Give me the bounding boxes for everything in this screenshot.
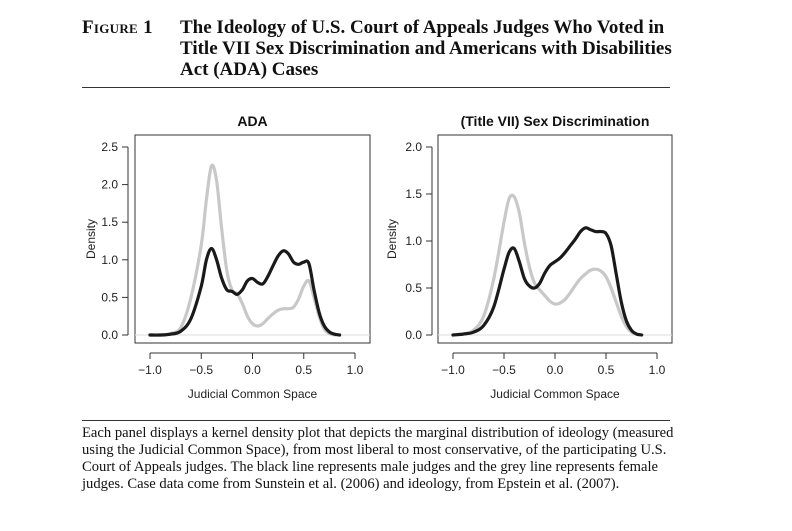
x-tick-label: 0.0 xyxy=(547,363,564,377)
y-axis-label: Density xyxy=(385,219,399,259)
plot-frame-1 xyxy=(134,134,371,344)
y-tick-label: 0.5 xyxy=(101,290,118,304)
male-density-line-2 xyxy=(451,226,644,337)
figure-title: The Ideology of U.S. Court of Appeals Ju… xyxy=(180,17,672,80)
x-tick-label: 1.0 xyxy=(649,363,666,377)
y-tick-label: 2.0 xyxy=(405,140,422,154)
y-tick-label: 1.5 xyxy=(101,215,118,229)
male-density-line-1 xyxy=(148,246,342,337)
plot-frame-2 xyxy=(437,134,673,344)
female-density-line-2 xyxy=(451,193,644,337)
y-tick-label: 1.0 xyxy=(101,253,118,267)
panel-title: (Title VII) Sex Discrimination xyxy=(461,113,650,129)
y-tick-label: 1.0 xyxy=(405,234,422,248)
x-tick-label: −0.5 xyxy=(492,363,516,377)
x-tick-label: −0.5 xyxy=(189,363,213,377)
x-tick-label: 0.0 xyxy=(244,363,261,377)
y-tick-label: 2.0 xyxy=(101,178,118,192)
figure-caption: Each panel displays a kernel density plo… xyxy=(82,425,674,492)
title-rule xyxy=(82,87,670,88)
x-tick-label: 0.5 xyxy=(295,363,312,377)
caption-rule xyxy=(82,420,670,421)
y-axis-label: Density xyxy=(84,219,98,259)
female-density-line-1 xyxy=(148,163,337,337)
x-tick-label: −1.0 xyxy=(138,363,162,377)
x-tick-label: −1.0 xyxy=(441,363,465,377)
charts-area: 0.0 0.5 1.0 1.5 2.0 2.5 −1.0 −0.5 0.0 0.5 1.0 ADA Ju… xyxy=(84,113,673,401)
y-tick-label: 2.5 xyxy=(101,140,118,154)
y-tick-label: 0.5 xyxy=(405,281,422,295)
x-axis-label: Judicial Common Space xyxy=(490,387,620,401)
y-tick-label: 1.5 xyxy=(405,187,422,201)
panel-title: ADA xyxy=(237,113,267,129)
figure-label: Figure 1 xyxy=(82,17,153,38)
x-tick-label: 0.5 xyxy=(598,363,615,377)
x-axis-label: Judicial Common Space xyxy=(188,387,318,401)
y-tick-label: 0.0 xyxy=(405,328,422,342)
y-tick-label: 0.0 xyxy=(101,328,118,342)
x-tick-label: 1.0 xyxy=(347,363,364,377)
